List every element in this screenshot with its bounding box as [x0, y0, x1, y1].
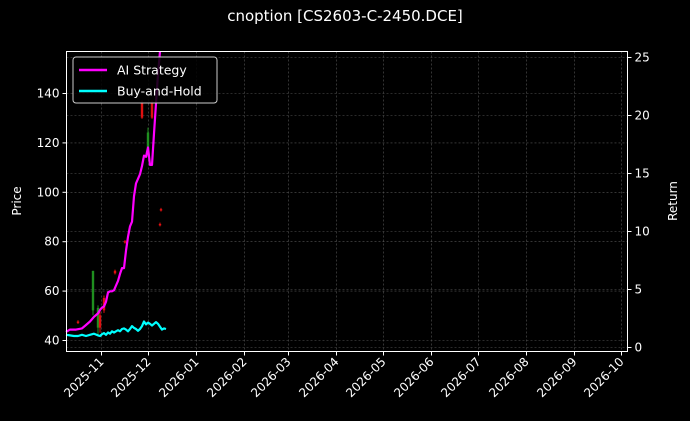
price-axis-label: Price — [10, 186, 24, 215]
price-tick-label: 140 — [37, 87, 60, 101]
candle — [76, 320, 80, 324]
price-tick-label: 40 — [44, 334, 59, 348]
date-tick-label: 2026-07 — [438, 355, 483, 400]
ai-strategy-line — [65, 51, 162, 333]
candle — [91, 270, 95, 316]
price-axis: 40 60 80 100 120 140 — [37, 87, 67, 348]
candle — [159, 207, 163, 212]
legend-label-ai-strategy: AI Strategy — [117, 63, 187, 78]
date-tick-label: 2025-11 — [61, 355, 106, 400]
candle — [96, 305, 100, 336]
return-tick-label: 10 — [635, 225, 650, 239]
return-axis: 0 5 10 15 20 25 — [627, 51, 650, 355]
date-tick-label: 2026-05 — [343, 355, 388, 400]
return-tick-label: 25 — [635, 51, 650, 65]
buy-and-hold-line — [65, 320, 167, 338]
price-candles — [76, 100, 163, 336]
return-lines — [65, 51, 167, 338]
price-tick-label: 80 — [44, 235, 59, 249]
return-tick-label: 0 — [635, 341, 643, 355]
price-tick-label: 60 — [44, 284, 59, 298]
date-tick-label: 2026-10 — [581, 355, 626, 400]
date-tick-label: 2026-02 — [204, 355, 249, 400]
date-tick-label: 2026-04 — [296, 355, 341, 400]
chart-title: cnoption [CS2603-C-2450.DCE] — [227, 7, 463, 25]
legend-box — [72, 56, 218, 104]
legend-label-buy-and-hold: Buy-and-Hold — [117, 84, 202, 99]
date-tick-label: 2026-06 — [391, 355, 436, 400]
date-tick-label: 2026-03 — [248, 355, 293, 400]
return-axis-label: Return — [666, 181, 680, 221]
return-tick-label: 20 — [635, 109, 650, 123]
date-tick-label: 2026-01 — [156, 355, 201, 400]
price-tick-label: 120 — [37, 136, 60, 150]
return-tick-label: 5 — [635, 283, 643, 297]
candle — [113, 269, 117, 275]
legend: AI Strategy Buy-and-Hold — [72, 56, 218, 104]
date-tick-label: 2026-08 — [486, 355, 531, 400]
plot-frame — [66, 51, 628, 352]
candle — [98, 310, 102, 333]
date-tick-label: 2026-09 — [534, 355, 579, 400]
price-tick-label: 100 — [37, 185, 60, 199]
grid-lines — [66, 51, 628, 352]
date-tick-label: 2025-12 — [108, 355, 153, 400]
candle — [158, 222, 162, 227]
return-tick-label: 15 — [635, 167, 650, 181]
candle — [123, 239, 127, 244]
